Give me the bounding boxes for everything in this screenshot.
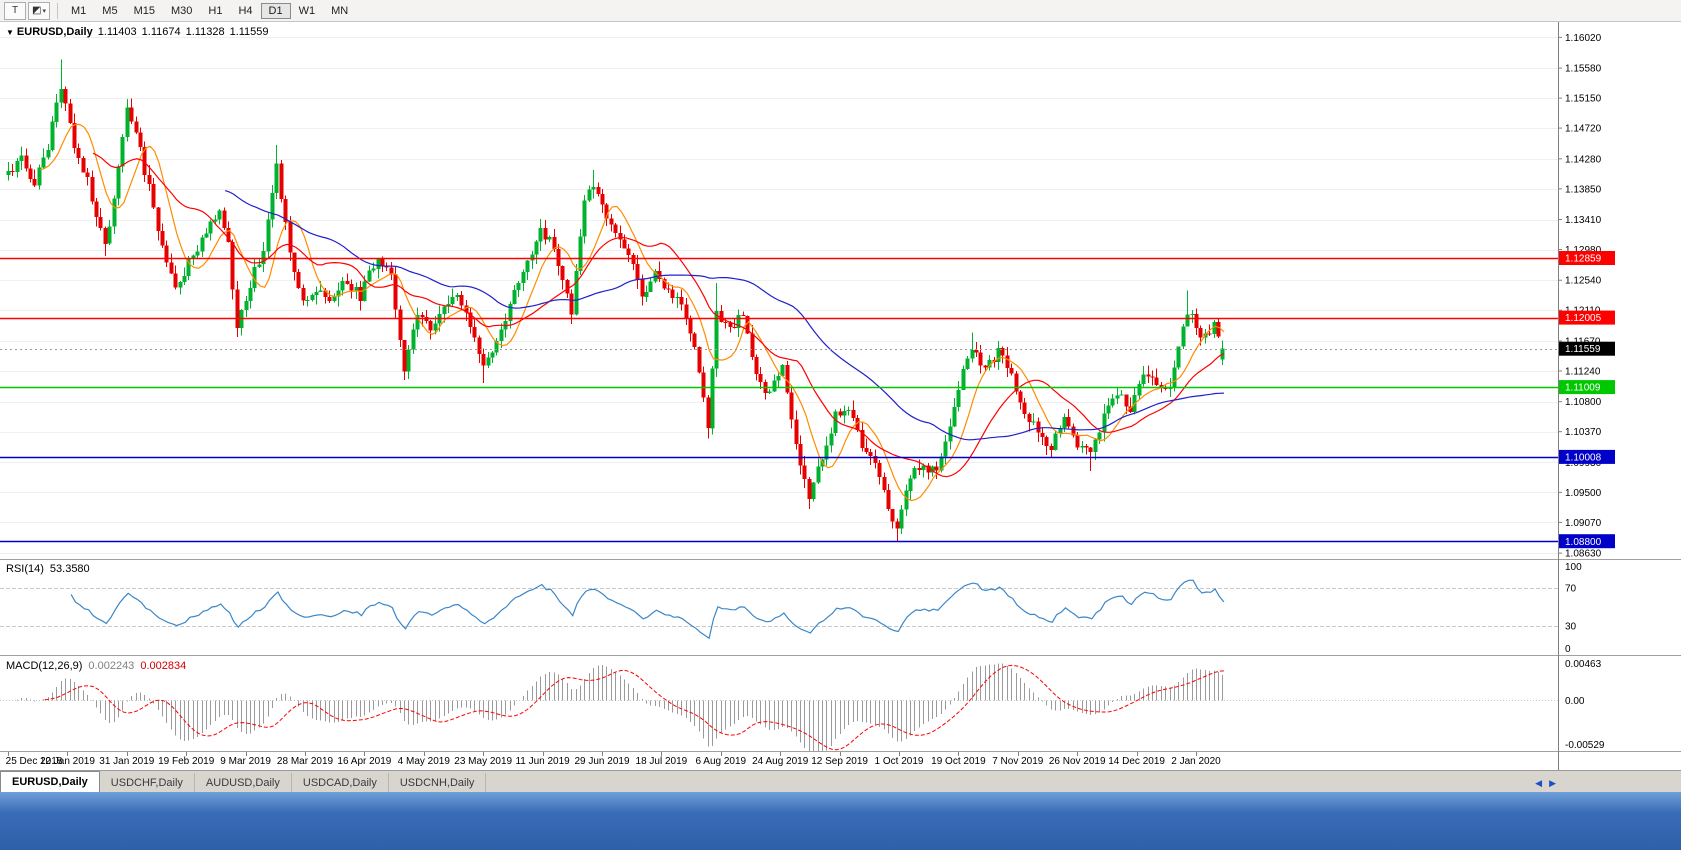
macd-histogram	[8, 663, 1223, 751]
taskbar-strip	[0, 792, 1681, 850]
svg-text:6 Aug 2019: 6 Aug 2019	[695, 756, 746, 767]
chart-symbol-label: EURUSD,Daily	[16, 26, 93, 38]
chart-template-icon[interactable]: T	[4, 1, 26, 20]
timeframe-button-m15[interactable]: M15	[133, 4, 155, 17]
chart-tab-usdchf-daily[interactable]: USDCHF,Daily	[100, 773, 195, 792]
chart-tab-usdcnh-daily[interactable]: USDCNH,Daily	[389, 773, 487, 792]
svg-text:23 May 2019: 23 May 2019	[454, 756, 512, 767]
tab-scroll-left-icon[interactable]: ◀	[1535, 778, 1543, 788]
svg-text:1.08800: 1.08800	[1565, 537, 1602, 548]
toolbar: T ◩ ▾ M1 M5 M15 M30 H1 H4 D1 W1 MN	[0, 0, 1681, 22]
svg-text:24 Aug 2019: 24 Aug 2019	[752, 756, 809, 767]
chart-area: 1.16020 1.15580 1.15150 1.14720 1.14280 1.138…	[0, 22, 1681, 770]
svg-text:25 Dec 2018: 25 Dec 2018	[6, 756, 63, 767]
timeframe-button-h1[interactable]: H1	[208, 4, 223, 17]
svg-text:1.08630: 1.08630	[1565, 549, 1602, 560]
svg-text:0: 0	[1565, 644, 1571, 655]
svg-text:1.12540: 1.12540	[1565, 276, 1602, 287]
svg-text:16 Apr 2019: 16 Apr 2019	[337, 756, 391, 767]
svg-text:1.12980: 1.12980	[1565, 245, 1602, 256]
svg-text:14 Dec 2019: 14 Dec 2019	[1108, 756, 1165, 767]
macd-title: MACD(12,26,9)	[6, 660, 83, 672]
svg-text:1.15150: 1.15150	[1565, 94, 1602, 105]
timeframe-button-d1[interactable]: D1	[260, 2, 291, 19]
svg-text:1.12005: 1.12005	[1565, 313, 1602, 324]
svg-text:28 Mar 2019: 28 Mar 2019	[277, 756, 334, 767]
macd-signal-value: 0.002834	[140, 660, 187, 672]
svg-text:2 Jan 2020: 2 Jan 2020	[1171, 756, 1221, 767]
svg-text:1.14720: 1.14720	[1565, 124, 1602, 135]
svg-text:26 Nov 2019: 26 Nov 2019	[1049, 756, 1106, 767]
sma-8-line	[40, 123, 1225, 502]
sma-50-line	[224, 190, 1224, 441]
chart-canvas[interactable]: 1.16020 1.15580 1.15150 1.14720 1.14280 1.138…	[0, 22, 1681, 770]
ohlc-high: 1.11674	[141, 26, 181, 38]
svg-text:12 Jan 2019: 12 Jan 2019	[40, 756, 95, 767]
macd-signal-line	[44, 664, 1224, 751]
rsi-line	[70, 579, 1225, 640]
rsi-title: RSI(14)	[6, 563, 44, 575]
svg-text:19 Feb 2019: 19 Feb 2019	[158, 756, 215, 767]
svg-text:1.09070: 1.09070	[1565, 518, 1602, 529]
svg-text:1.10800: 1.10800	[1565, 397, 1602, 408]
svg-text:0.00463: 0.00463	[1565, 659, 1602, 670]
svg-text:1.13850: 1.13850	[1565, 184, 1602, 195]
price-gridlines	[0, 37, 1558, 554]
svg-text:1.11009: 1.11009	[1565, 383, 1601, 394]
svg-text:1.10008: 1.10008	[1565, 452, 1602, 463]
svg-text:100: 100	[1565, 562, 1582, 573]
svg-text:12 Sep 2019: 12 Sep 2019	[811, 756, 868, 767]
chart-tab-usdcad-daily[interactable]: USDCAD,Daily	[292, 773, 389, 792]
svg-text:7 Nov 2019: 7 Nov 2019	[992, 756, 1044, 767]
svg-text:1.16020: 1.16020	[1565, 33, 1602, 44]
price-label-boxes: 1.12859 1.12005 1.11009 1.10008 1.08800 1.115…	[1559, 251, 1615, 549]
svg-text:31 Jan 2019: 31 Jan 2019	[99, 756, 154, 767]
svg-text:1.12859: 1.12859	[1565, 253, 1602, 264]
timeframe-button-w1[interactable]: W1	[298, 4, 316, 17]
chart-tabs-bar: EURUSD,Daily USDCHF,Daily AUDUSD,Daily USDC…	[0, 770, 1681, 792]
svg-text:0.00: 0.00	[1565, 696, 1585, 707]
ohlc-low: 1.11328	[185, 26, 225, 38]
svg-text:1.10370: 1.10370	[1565, 427, 1602, 438]
chart-colors-icon[interactable]: ◩ ▾	[28, 1, 50, 20]
timeframe-button-mn[interactable]: MN	[331, 4, 349, 17]
svg-text:1.13410: 1.13410	[1565, 215, 1602, 226]
timeframe-button-m5[interactable]: M5	[102, 4, 118, 17]
ohlc-open: 1.11403	[97, 26, 137, 38]
chart-tab-eurusd-daily[interactable]: EURUSD,Daily	[0, 771, 100, 792]
symbol-dropdown-icon[interactable]: ▼	[6, 28, 14, 37]
sma-20-line	[92, 152, 1225, 478]
svg-text:11 Jun 2019: 11 Jun 2019	[515, 756, 570, 767]
rsi-indicator-header: RSI(14) 53.3580	[6, 563, 96, 575]
tab-scroll-right-icon[interactable]: ▶	[1549, 778, 1556, 788]
tab-scroll-arrows: ◀ ▶	[1535, 779, 1556, 788]
timeframe-button-m1[interactable]: M1	[71, 4, 87, 17]
svg-text:19 Oct 2019: 19 Oct 2019	[931, 756, 986, 767]
toolbar-separator	[57, 2, 58, 19]
svg-text:18 Jul 2019: 18 Jul 2019	[636, 756, 688, 767]
svg-text:-0.00529: -0.00529	[1565, 740, 1605, 751]
svg-text:9 Mar 2019: 9 Mar 2019	[220, 756, 271, 767]
svg-text:70: 70	[1565, 584, 1577, 595]
timeframe-button-m30[interactable]: M30	[170, 4, 193, 17]
svg-text:1.15580: 1.15580	[1565, 64, 1602, 75]
macd-indicator-header: MACD(12,26,9) 0.002243 0.002834	[6, 660, 192, 672]
svg-text:4 May 2019: 4 May 2019	[398, 756, 451, 767]
rsi-value: 53.3580	[49, 563, 90, 575]
dropdown-caret-icon: ▾	[42, 7, 46, 15]
svg-text:30: 30	[1565, 621, 1577, 632]
svg-text:1.11240: 1.11240	[1565, 366, 1601, 377]
svg-text:1.14280: 1.14280	[1565, 154, 1602, 165]
svg-text:1.11559: 1.11559	[1565, 344, 1601, 355]
svg-text:29 Jun 2019: 29 Jun 2019	[574, 756, 629, 767]
ohlc-close: 1.11559	[229, 26, 269, 38]
svg-text:1 Oct 2019: 1 Oct 2019	[875, 756, 924, 767]
timeframe-button-h4[interactable]: H4	[238, 4, 253, 17]
chart-tab-audusd-daily[interactable]: AUDUSD,Daily	[195, 773, 292, 792]
chart-ohlc-header: ▼ EURUSD,Daily 1.11403 1.11674 1.11328 1.1155…	[6, 26, 274, 38]
svg-text:1.09500: 1.09500	[1565, 488, 1602, 499]
macd-main-value: 0.002243	[88, 660, 135, 672]
